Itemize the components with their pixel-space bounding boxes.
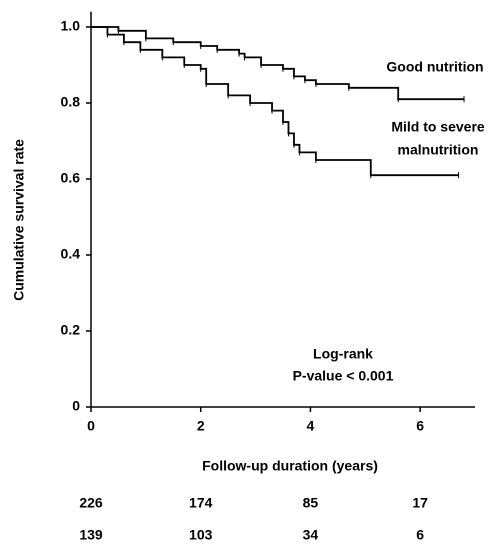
x-tick-label: 2 bbox=[197, 418, 205, 434]
y-tick-label: 0.6 bbox=[61, 170, 81, 186]
x-tick-label: 0 bbox=[87, 418, 95, 434]
at-risk-count: 17 bbox=[412, 495, 428, 511]
survival-curve bbox=[91, 26, 459, 177]
at-risk-count: 34 bbox=[303, 527, 319, 543]
y-tick-label: 0.4 bbox=[61, 246, 81, 262]
at-risk-count: 174 bbox=[189, 495, 213, 511]
annotation: P-value < 0.001 bbox=[293, 368, 394, 384]
y-tick-label: 0.2 bbox=[61, 322, 81, 338]
x-tick-label: 4 bbox=[307, 418, 315, 434]
at-risk-count: 85 bbox=[303, 495, 319, 511]
annotation: Log-rank bbox=[313, 346, 373, 362]
at-risk-count: 139 bbox=[79, 527, 103, 543]
series-label: Mild to severe bbox=[391, 119, 485, 135]
y-tick-label: 0 bbox=[72, 398, 80, 414]
y-tick-label: 1.0 bbox=[61, 18, 81, 34]
at-risk-count: 6 bbox=[416, 527, 424, 543]
y-tick-label: 0.8 bbox=[61, 94, 81, 110]
x-axis-label: Follow-up duration (years) bbox=[202, 458, 378, 474]
x-tick-label: 6 bbox=[416, 418, 424, 434]
series-label: malnutrition bbox=[398, 142, 479, 158]
series-label: Good nutrition bbox=[386, 59, 483, 75]
y-axis-label: Cumulative survival rate bbox=[11, 139, 27, 301]
at-risk-count: 103 bbox=[189, 527, 213, 543]
at-risk-count: 226 bbox=[79, 495, 103, 511]
survival-curve bbox=[91, 26, 465, 101]
